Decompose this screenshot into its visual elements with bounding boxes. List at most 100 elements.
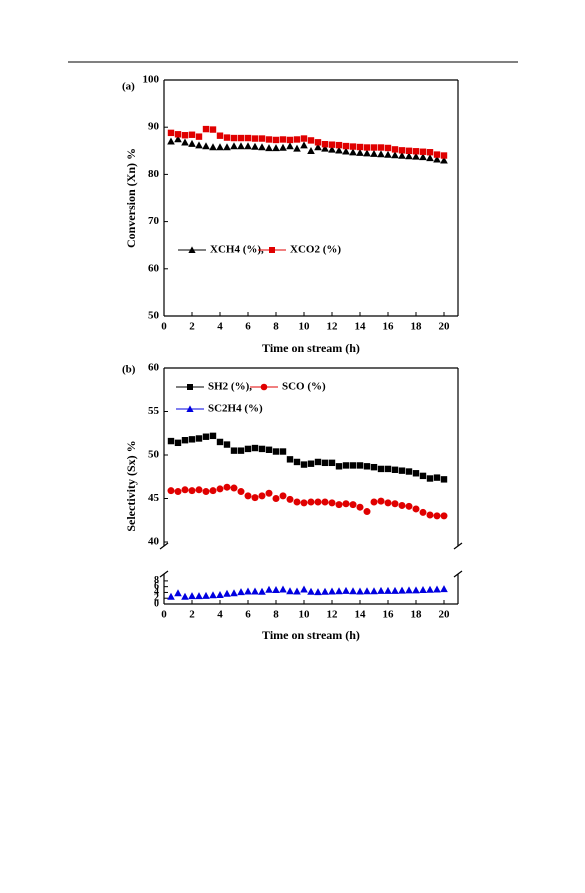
marker-square (314, 139, 322, 146)
marker-circle (412, 505, 420, 513)
marker-triangle (244, 587, 252, 595)
x-tick-label: 18 (411, 609, 423, 621)
marker-circle (230, 484, 238, 492)
marker-square (181, 132, 189, 139)
marker-square (181, 437, 189, 444)
x-tick-label: 6 (245, 609, 251, 621)
marker-square (426, 475, 434, 482)
x-tick-label: 18 (411, 321, 423, 333)
marker-square (335, 141, 343, 149)
marker-circle (405, 502, 413, 510)
x-axis-title: Time on stream (h) (262, 341, 360, 355)
marker-triangle (186, 405, 194, 412)
marker-triangle (230, 589, 238, 597)
marker-triangle (195, 141, 203, 149)
marker-triangle (433, 585, 441, 593)
x-tick-label: 8 (273, 321, 279, 333)
marker-circle (265, 489, 273, 497)
marker-triangle (426, 585, 434, 593)
marker-triangle (279, 585, 287, 593)
marker-square (216, 132, 224, 139)
marker-square (265, 136, 273, 143)
legend-label: XCO2 (%) (290, 244, 341, 256)
marker-circle (237, 488, 245, 496)
marker-square (244, 134, 252, 142)
marker-square (370, 463, 378, 471)
marker-triangle (181, 138, 189, 146)
marker-triangle (174, 135, 182, 143)
marker-triangle (307, 587, 315, 595)
marker-square (321, 140, 329, 148)
marker-circle (321, 498, 329, 506)
x-tick-label: 12 (327, 609, 339, 621)
x-tick-label: 6 (245, 321, 251, 333)
marker-square (342, 462, 350, 469)
marker-triangle (286, 587, 294, 595)
marker-square (209, 126, 217, 133)
marker-square (269, 247, 275, 253)
marker-circle (349, 501, 357, 509)
marker-square (440, 476, 448, 483)
x-tick-label: 16 (383, 609, 395, 621)
y-tick-label: 50 (148, 449, 160, 461)
marker-square (300, 461, 308, 468)
legend-label: SH2 (%), (208, 381, 252, 393)
marker-triangle (349, 587, 357, 595)
marker-circle (293, 498, 301, 506)
marker-triangle (314, 588, 322, 596)
marker-triangle (377, 586, 385, 594)
marker-square (279, 136, 287, 143)
marker-triangle (398, 586, 406, 594)
marker-triangle (321, 587, 329, 595)
marker-square (300, 135, 308, 142)
marker-triangle (356, 587, 364, 595)
marker-circle (419, 508, 427, 516)
marker-square (433, 151, 441, 158)
marker-square (223, 134, 231, 141)
marker-triangle (188, 246, 196, 253)
marker-triangle (384, 150, 392, 158)
x-tick-label: 20 (439, 321, 451, 333)
y-tick-label: 8 (154, 575, 159, 586)
marker-circle (356, 503, 364, 511)
marker-circle (370, 498, 378, 506)
marker-square (391, 466, 399, 473)
marker-circle (167, 487, 175, 495)
marker-square (412, 470, 420, 477)
marker-circle (202, 488, 210, 496)
marker-triangle (188, 139, 196, 147)
marker-triangle (300, 585, 308, 593)
marker-triangle (328, 587, 336, 595)
marker-square (384, 465, 392, 473)
x-tick-label: 10 (299, 609, 311, 621)
marker-square (272, 448, 280, 455)
legend-label: SCO (%) (282, 381, 326, 393)
marker-triangle (223, 143, 231, 151)
marker-square (307, 137, 315, 144)
marker-square (356, 462, 364, 469)
marker-triangle (433, 155, 441, 163)
marker-triangle (258, 143, 266, 151)
marker-circle (398, 501, 406, 509)
marker-circle (216, 485, 224, 493)
marker-square (349, 143, 357, 150)
marker-circle (384, 499, 392, 507)
marker-square (426, 149, 434, 156)
marker-square (293, 458, 301, 466)
marker-triangle (370, 149, 378, 157)
marker-triangle (272, 586, 280, 594)
marker-circle (377, 497, 385, 505)
marker-circle (335, 501, 343, 509)
marker-triangle (398, 151, 406, 159)
marker-square (174, 131, 182, 138)
marker-square (398, 467, 406, 474)
y-tick-label: 0 (154, 598, 159, 609)
marker-circle (440, 512, 448, 520)
marker-triangle (272, 144, 280, 152)
marker-triangle (174, 589, 182, 597)
y-tick-label: 6 (154, 581, 159, 592)
marker-square (230, 447, 238, 454)
marker-circle (426, 511, 434, 519)
marker-square (328, 459, 336, 467)
